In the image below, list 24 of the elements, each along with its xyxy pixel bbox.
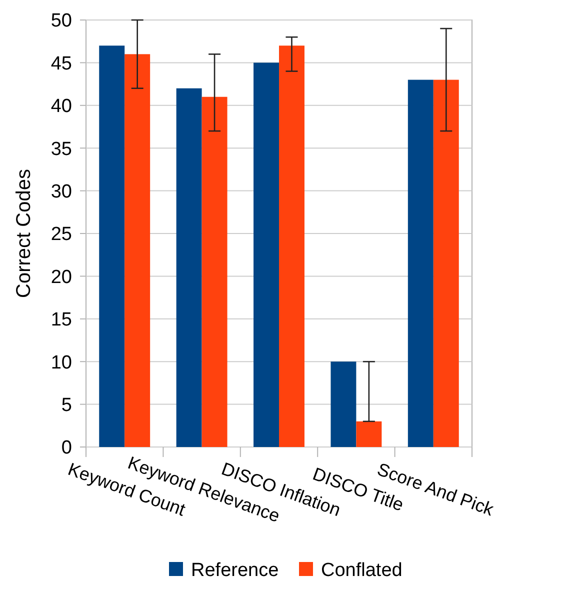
y-tick-label: 10 xyxy=(50,352,72,374)
y-tick-label: 20 xyxy=(50,266,72,288)
bar xyxy=(202,96,228,447)
y-tick-label: 50 xyxy=(50,10,72,32)
bar xyxy=(254,62,279,447)
y-tick-label: 30 xyxy=(50,181,72,202)
legend-label: Reference xyxy=(191,560,279,581)
bar xyxy=(124,54,150,447)
bar xyxy=(408,80,434,447)
bar xyxy=(433,80,459,447)
bar xyxy=(330,362,356,447)
y-tick-label: 25 xyxy=(50,224,72,246)
y-tick-label: 5 xyxy=(61,394,72,416)
legend-label: Conflated xyxy=(321,560,402,581)
y-tick-label: 45 xyxy=(50,53,72,74)
y-axis-title: Correct Codes xyxy=(13,169,35,298)
y-tick-label: 40 xyxy=(50,96,72,118)
y-tick-label: 15 xyxy=(50,310,72,331)
bar xyxy=(176,88,202,447)
y-tick-label: 35 xyxy=(50,138,72,160)
bar xyxy=(356,421,382,447)
bar xyxy=(99,46,125,447)
y-tick-label: 0 xyxy=(61,438,72,459)
bar xyxy=(279,46,304,447)
